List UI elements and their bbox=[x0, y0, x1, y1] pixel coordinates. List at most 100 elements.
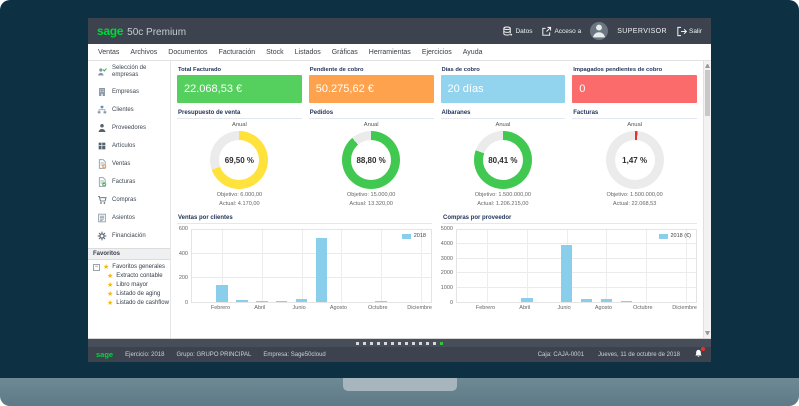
product-name: 50c Premium bbox=[127, 27, 187, 38]
building-icon bbox=[97, 87, 107, 97]
page-dot-8[interactable] bbox=[405, 341, 408, 345]
y-tick-label: 0 bbox=[184, 300, 188, 306]
favorite-item-extracto-contable[interactable]: ★ Extracto contable bbox=[93, 272, 168, 281]
financing-icon bbox=[97, 231, 107, 241]
plot-wrap: 0 200 400 600 2018 bbox=[177, 226, 432, 306]
x-tick-label: Abril bbox=[254, 305, 266, 311]
company-select-icon bbox=[97, 67, 107, 77]
sidebar-item-financiacion[interactable]: Financiación bbox=[88, 227, 170, 245]
statusbar-right-fields: Caja: CAJA-0001 Jueves, 11 de octubre de … bbox=[538, 352, 680, 358]
scrollbar-thumb[interactable] bbox=[705, 70, 710, 116]
suppliers-icon bbox=[97, 123, 107, 133]
user-name: SUPERVISOR bbox=[617, 27, 667, 35]
gauge-row: Presupuesto de venta Anual 69,50 % Objetivo… bbox=[177, 110, 697, 207]
bar-slot-abril bbox=[517, 230, 537, 302]
page-dot-9[interactable] bbox=[412, 341, 415, 345]
acceso-button[interactable]: Acceso a bbox=[541, 26, 581, 37]
menu-item-graficas[interactable]: Gráficas bbox=[331, 48, 358, 56]
chart-ventas-por-clientes: Ventas por clientes 0 200 400 600 2018 Febrero… bbox=[177, 215, 432, 312]
page-dot-6[interactable] bbox=[391, 341, 394, 345]
tree-collapse-icon[interactable]: − bbox=[93, 264, 100, 271]
menu-item-stock[interactable]: Stock bbox=[266, 48, 284, 56]
sidebar-item-proveedores[interactable]: Proveedores bbox=[88, 119, 170, 137]
menu-item-ventas[interactable]: Ventas bbox=[98, 48, 120, 56]
sidebar-item-ventas[interactable]: Ventas bbox=[88, 155, 170, 173]
scroll-up-arrow[interactable] bbox=[705, 63, 710, 68]
donut-hole: 1,47 % bbox=[614, 140, 655, 180]
sidebar-item-label: Proveedores bbox=[112, 124, 147, 131]
favorite-item-libro-mayor[interactable]: ★ Libro mayor bbox=[93, 281, 168, 290]
scrollbar[interactable] bbox=[703, 61, 711, 338]
kpi-dias-de-cobro: Días de cobro 20 días bbox=[440, 66, 566, 103]
page-dot-7[interactable] bbox=[398, 341, 401, 345]
scroll-down-arrow[interactable] bbox=[705, 331, 710, 336]
page-dot-13[interactable] bbox=[440, 341, 443, 345]
statusbar-left-fields: Ejercicio: 2018 Grupo: GRUPO PRINCIPAL Emp… bbox=[125, 352, 326, 358]
menu-item-facturacion[interactable]: Facturación bbox=[218, 48, 256, 56]
sidebar-item-clientes[interactable]: Clientes bbox=[88, 101, 170, 119]
app-window: sage 50c Premium Datos Acceso a SUPERVIS… bbox=[88, 18, 711, 362]
bar-slot-abril bbox=[252, 230, 272, 302]
bar-agosto bbox=[600, 299, 613, 302]
page-dot-5[interactable] bbox=[384, 341, 387, 345]
gauge-percent: 1,47 % bbox=[622, 155, 648, 165]
sidebar-item-label: Asientos bbox=[112, 214, 136, 221]
invoices-icon bbox=[97, 177, 107, 187]
page-dot-2[interactable] bbox=[363, 341, 366, 345]
menu-item-archivos[interactable]: Archivos bbox=[130, 48, 158, 56]
menu-item-ejercicios[interactable]: Ejercicios bbox=[421, 48, 452, 56]
sidebar-item-articulos[interactable]: Artículos bbox=[88, 137, 170, 155]
external-link-icon bbox=[541, 26, 552, 37]
sidebar-item-empresas[interactable]: Empresas bbox=[88, 83, 170, 101]
sidebar-item-facturas[interactable]: Facturas bbox=[88, 173, 170, 191]
favorites-panel: Favoritos − ★ Favoritos generales ★ Extracto… bbox=[88, 248, 170, 338]
menu-item-ayuda[interactable]: Ayuda bbox=[462, 48, 483, 56]
x-tick-label: Diciembre bbox=[672, 305, 697, 311]
bar-slot-diciembre bbox=[676, 230, 696, 302]
sidebar-item-asientos[interactable]: Asientos bbox=[88, 209, 170, 227]
chart-legend: 2018 bbox=[401, 233, 426, 239]
salir-button[interactable]: Salir bbox=[676, 26, 702, 37]
page-dot-4[interactable] bbox=[377, 341, 380, 345]
bar-slot-mayo bbox=[537, 230, 557, 302]
menu-item-herramientas[interactable]: Herramientas bbox=[368, 48, 411, 56]
bar-slot-septiembre bbox=[616, 230, 636, 302]
favorites-root[interactable]: − ★ Favoritos generales bbox=[93, 263, 168, 272]
y-tick-label: 200 bbox=[178, 275, 188, 282]
datos-button[interactable]: Datos bbox=[502, 26, 532, 37]
favorite-item-listado-de-aging[interactable]: ★ Listado de aging bbox=[93, 290, 168, 299]
exit-icon bbox=[676, 26, 687, 37]
bar-slot-enero bbox=[192, 230, 212, 302]
sidebar-item-seleccion-de-empresas[interactable]: Selección de empresas bbox=[88, 61, 170, 83]
x-tick-label bbox=[191, 305, 211, 312]
sidebar-item-compras[interactable]: Compras bbox=[88, 191, 170, 209]
plot-area: 2018 (€) bbox=[456, 229, 697, 303]
page-dot-12[interactable] bbox=[433, 341, 436, 345]
favorites-tree: − ★ Favoritos generales ★ Extracto contable ★… bbox=[88, 260, 170, 308]
bar-slot-noviembre bbox=[391, 230, 411, 302]
window-body: Selección de empresas Empresas Clientes Pro… bbox=[88, 61, 711, 338]
v-gridline bbox=[646, 230, 648, 302]
notifications-button[interactable] bbox=[694, 347, 705, 360]
bar-mayo bbox=[275, 301, 288, 302]
gauge-objetivo: Objetivo: 1.500.000,00 bbox=[606, 192, 663, 198]
menu-item-documentos[interactable]: Documentos bbox=[168, 48, 208, 56]
menu-item-listados[interactable]: Listados bbox=[294, 48, 321, 56]
donut-chart: 1,47 % bbox=[605, 131, 664, 189]
page-dot-3[interactable] bbox=[370, 341, 373, 345]
page-dot-11[interactable] bbox=[426, 341, 429, 345]
sidebar: Selección de empresas Empresas Clientes Pro… bbox=[88, 61, 171, 338]
favorite-item-label: Listado de aging bbox=[116, 291, 161, 297]
v-gridline bbox=[606, 230, 608, 302]
x-tick-label: Junio bbox=[557, 305, 571, 311]
x-tick-label bbox=[230, 305, 250, 312]
bar-slot-julio bbox=[577, 230, 597, 302]
avatar[interactable] bbox=[590, 22, 609, 40]
acceso-label: Acceso a bbox=[554, 27, 582, 35]
page-dot-10[interactable] bbox=[419, 341, 422, 345]
x-tick-label bbox=[535, 305, 555, 312]
bar-slot-julio bbox=[312, 230, 332, 302]
favorite-item-listado-de-cashflow[interactable]: ★ Listado de cashflow bbox=[93, 299, 169, 308]
page-dot-1[interactable] bbox=[356, 341, 359, 345]
